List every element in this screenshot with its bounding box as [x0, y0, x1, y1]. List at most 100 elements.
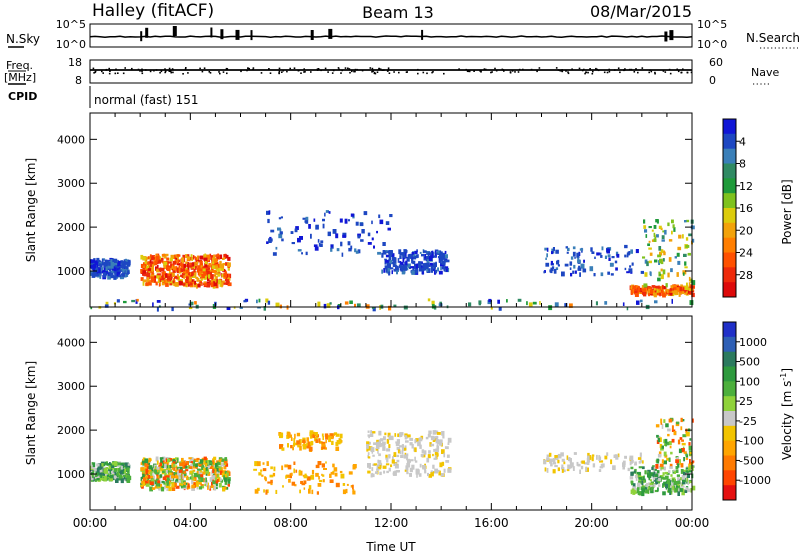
data-cell — [439, 441, 443, 446]
data-cell — [630, 466, 634, 470]
data-cell — [206, 281, 210, 284]
data-cell — [550, 458, 554, 462]
data-cell — [199, 471, 203, 475]
data-cell — [646, 261, 649, 267]
data-cell — [208, 274, 212, 280]
nave-dots — [92, 67, 693, 75]
nave-dot — [432, 71, 434, 73]
data-cell — [634, 488, 637, 492]
data-cell — [672, 485, 675, 491]
data-cell — [371, 306, 375, 309]
nave-dot — [398, 71, 400, 74]
data-cell — [186, 262, 189, 267]
data-cell — [406, 453, 409, 457]
data-cell — [685, 432, 690, 437]
data-cell — [664, 438, 668, 444]
data-cell — [191, 474, 194, 477]
data-cell — [656, 434, 659, 438]
nave-dot — [94, 71, 96, 74]
data-cell — [416, 473, 418, 478]
data-cell — [225, 473, 227, 477]
data-cell — [255, 490, 259, 494]
data-cell — [659, 251, 663, 256]
colorbar-segment — [723, 208, 736, 224]
colorbar-frame — [722, 321, 737, 501]
data-cell — [329, 473, 332, 478]
data-cell — [397, 449, 401, 454]
data-cell — [348, 219, 350, 222]
data-cell — [439, 256, 442, 261]
data-cell — [596, 454, 598, 460]
data-cell — [212, 304, 217, 309]
data-cell — [393, 304, 397, 307]
data-cell — [660, 478, 662, 482]
nave-dot — [624, 68, 626, 70]
data-cell — [680, 463, 684, 468]
data-cell — [661, 459, 664, 464]
nave-dot — [145, 69, 147, 71]
data-cell — [268, 210, 271, 215]
data-cell — [607, 271, 610, 275]
data-cell — [606, 452, 609, 456]
data-cell — [637, 491, 641, 495]
data-cell — [387, 227, 391, 231]
nave-dot — [252, 67, 255, 69]
data-cell — [224, 271, 227, 274]
data-cell — [414, 269, 418, 274]
data-cell — [373, 463, 378, 466]
nsky-trace — [89, 35, 693, 38]
data-cell — [323, 303, 327, 309]
data-cell — [375, 444, 380, 450]
data-cell — [656, 458, 660, 464]
data-cell — [689, 481, 692, 484]
nave-dot — [557, 69, 560, 71]
nave-dot — [356, 68, 358, 71]
data-cell — [224, 462, 227, 465]
data-cell — [544, 247, 548, 251]
data-cell — [598, 469, 602, 472]
nave-dot — [102, 72, 104, 74]
data-cell — [318, 438, 321, 443]
data-cell — [416, 249, 418, 253]
data-cell — [580, 263, 585, 269]
data-cell — [606, 248, 610, 254]
data-cell — [155, 481, 160, 487]
data-cell — [170, 263, 172, 267]
data-cell — [124, 464, 128, 470]
data-cell — [269, 474, 274, 478]
data-cell — [665, 283, 668, 288]
data-cell — [159, 484, 163, 489]
data-cell — [366, 441, 370, 446]
data-cell — [434, 468, 438, 474]
data-cell — [207, 471, 211, 476]
data-cell — [611, 256, 615, 259]
data-cell — [624, 254, 627, 258]
data-cell — [214, 258, 218, 263]
data-cell — [266, 461, 269, 466]
data-cell — [270, 466, 273, 470]
data-cell — [142, 469, 146, 473]
data-cell — [189, 262, 192, 266]
data-cell — [680, 417, 683, 423]
data-cell — [278, 233, 283, 239]
data-cell — [352, 489, 355, 493]
data-cell — [327, 435, 331, 439]
data-cell — [411, 252, 414, 255]
data-cell — [114, 461, 118, 466]
nave-dot — [310, 71, 312, 73]
data-cell — [677, 439, 681, 445]
data-cell — [144, 266, 147, 271]
data-cell — [212, 468, 215, 473]
data-cell — [217, 267, 220, 273]
data-cell — [120, 478, 124, 484]
data-cell — [389, 260, 393, 264]
colorbar-segment — [723, 133, 736, 149]
data-cell — [607, 254, 611, 258]
data-cell — [371, 220, 373, 225]
data-cell — [281, 432, 283, 436]
data-cell — [195, 480, 199, 484]
data-cell — [384, 258, 387, 261]
data-cell — [630, 286, 633, 289]
y-tick-label: 2000 — [57, 424, 85, 437]
